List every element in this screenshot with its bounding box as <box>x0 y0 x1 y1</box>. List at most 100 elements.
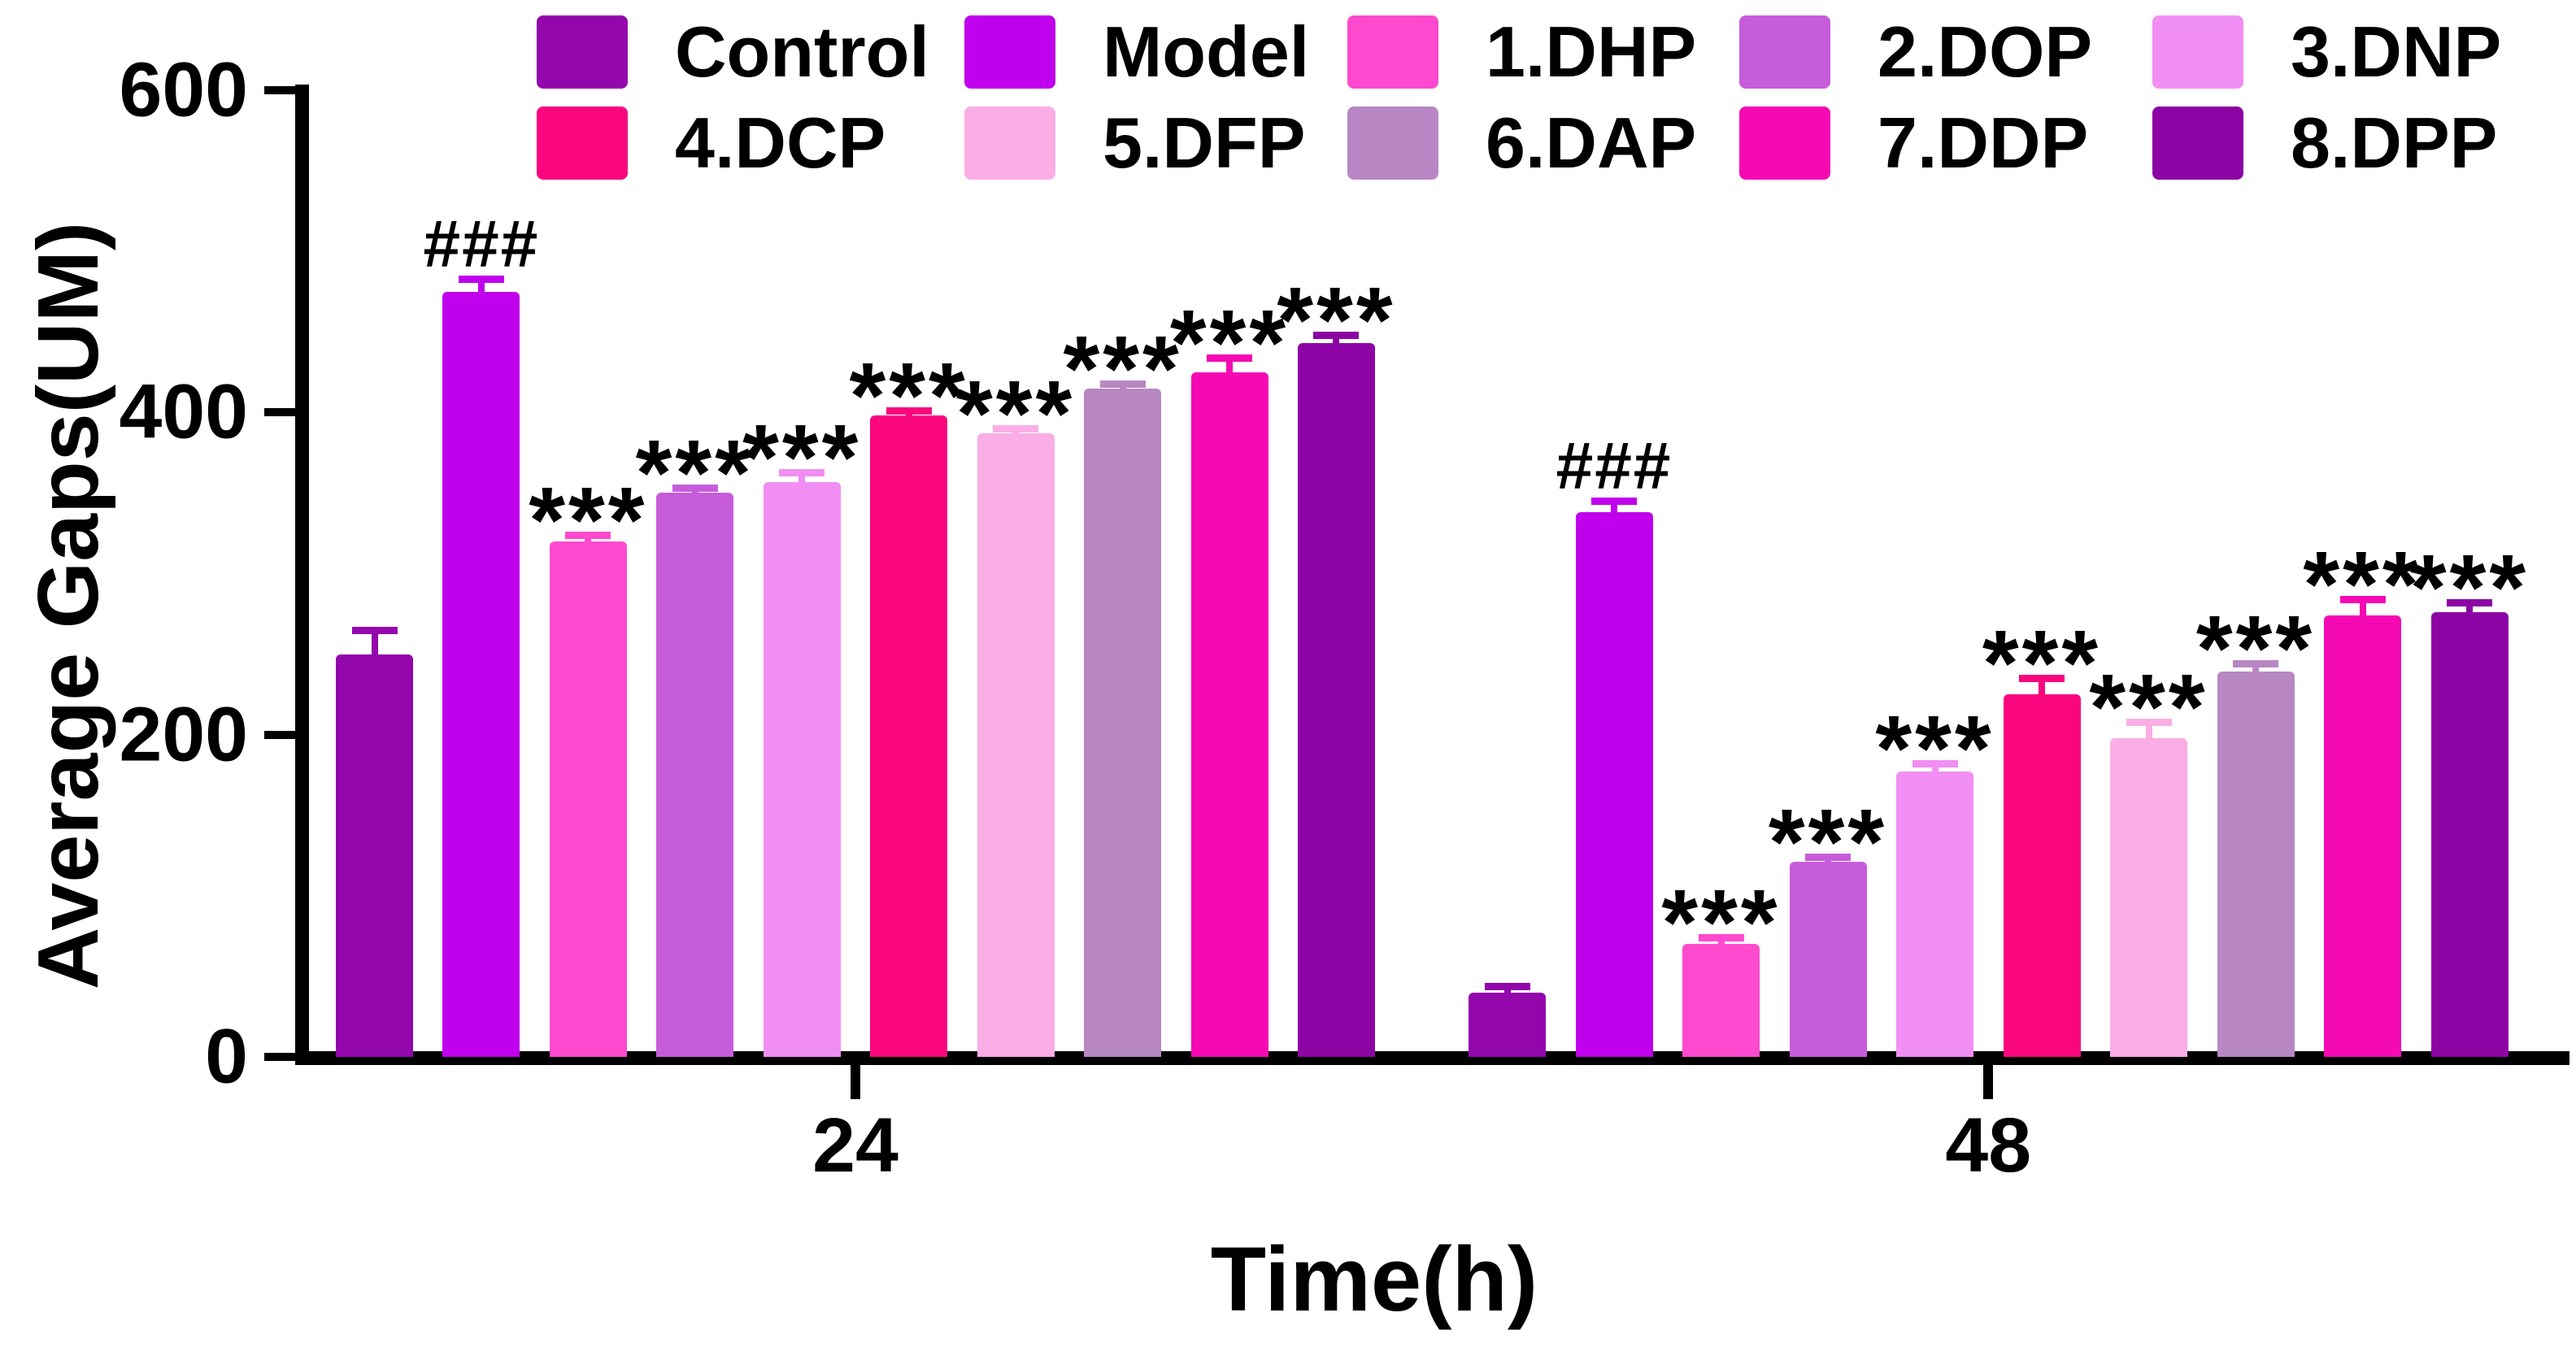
y-tick <box>264 730 295 739</box>
error-bar-cap <box>1698 934 1744 942</box>
bar-8.DPP-48 <box>2430 612 2509 1057</box>
legend-item-8.DPP: 8.DPP <box>2152 98 2559 189</box>
error-bar <box>477 278 485 295</box>
bar-6.DAP-24 <box>1084 388 1162 1057</box>
significance-annotation: ### <box>423 206 540 281</box>
y-tick <box>264 1053 295 1061</box>
legend-label: 5.DFP <box>1103 102 1306 183</box>
y-axis-title: Average Gaps(UM) <box>20 221 116 990</box>
error-bar-cap <box>1099 380 1146 388</box>
bar-3.DNP-48 <box>1896 772 1973 1057</box>
legend-swatch <box>1739 15 1830 89</box>
error-bar <box>2145 721 2152 741</box>
legend-label: 6.DAP <box>1486 102 1697 183</box>
bar-2.DOP-48 <box>1789 862 1867 1057</box>
x-tick-label-48: 48 <box>1945 1102 2032 1189</box>
bar-Control-48 <box>1469 992 1546 1057</box>
error-bar <box>1931 763 1939 776</box>
significance-annotation: *** <box>1169 291 1290 396</box>
y-tick-label: 0 <box>205 1013 248 1100</box>
significance-annotation: *** <box>955 362 1076 467</box>
error-bar <box>798 472 806 485</box>
y-axis-line <box>295 85 309 1064</box>
error-bar <box>1333 335 1340 347</box>
error-bar-cap <box>886 407 932 415</box>
legend-item-4.DCP: 4.DCP <box>537 98 964 189</box>
error-bar-cap <box>351 626 398 634</box>
x-axis-title: Time(h) <box>1210 1228 1538 1330</box>
significance-annotation: *** <box>1661 871 1781 976</box>
bar-6.DAP-48 <box>2217 672 2295 1057</box>
bar-8.DPP-24 <box>1297 343 1375 1057</box>
y-tick-label: 600 <box>119 46 248 133</box>
error-bar <box>1611 501 1617 516</box>
error-bar-cap <box>2447 599 2492 607</box>
error-bar <box>585 534 592 545</box>
error-bar-cap <box>993 425 1039 433</box>
significance-annotation: *** <box>635 421 755 526</box>
legend-swatch <box>964 107 1055 180</box>
significance-annotation: *** <box>2089 655 2208 760</box>
x-axis-line <box>295 1051 2569 1065</box>
error-bar-cap <box>2019 675 2065 683</box>
bar-Model-48 <box>1575 512 1653 1057</box>
significance-annotation: *** <box>849 344 968 449</box>
bar-Control-24 <box>336 654 413 1057</box>
x-tick-label-24: 24 <box>812 1102 899 1189</box>
legend-swatch <box>537 15 628 89</box>
y-tick-label: 400 <box>119 368 248 455</box>
legend-item-1.DHP: 1.DHP <box>1347 7 1739 98</box>
significance-annotation: ### <box>1556 428 1673 503</box>
bar-5.DFP-24 <box>977 433 1055 1057</box>
error-bar <box>2359 599 2366 619</box>
error-bar-cap <box>1591 498 1637 506</box>
legend-swatch <box>2152 15 2243 89</box>
legend-swatch <box>1347 107 1438 180</box>
significance-annotation: *** <box>1875 697 1995 802</box>
error-bar-cap <box>779 468 825 476</box>
error-bar-cap <box>2233 660 2278 668</box>
legend-label: Model <box>1103 11 1310 92</box>
significance-annotation: *** <box>1768 790 1888 895</box>
legend-label: 3.DNP <box>2291 11 2502 92</box>
y-tick <box>264 86 295 94</box>
legend-swatch <box>964 15 1055 89</box>
y-tick <box>264 408 295 417</box>
legend-item-3.DNP: 3.DNP <box>2152 7 2559 98</box>
significance-annotation: *** <box>529 468 648 573</box>
legend-label: 1.DHP <box>1486 11 1697 92</box>
significance-annotation: *** <box>2409 536 2530 641</box>
bar-4.DCP-24 <box>870 415 948 1057</box>
legend-swatch <box>1347 15 1438 89</box>
y-tick-label: 200 <box>119 691 248 778</box>
legend-item-2.DOP: 2.DOP <box>1739 7 2152 98</box>
significance-annotation: *** <box>2303 533 2422 637</box>
error-bar <box>2039 678 2045 698</box>
error-bar-cap <box>1912 760 1958 768</box>
bar-4.DCP-48 <box>2003 694 2081 1057</box>
error-bar-cap <box>672 485 718 493</box>
legend-swatch <box>1739 107 1830 180</box>
error-bar-cap <box>1207 354 1253 362</box>
bar-1.DHP-24 <box>549 541 627 1057</box>
error-bar-cap <box>565 531 611 539</box>
legend-item-Control: Control <box>537 7 964 98</box>
error-bar-cap <box>1313 332 1360 340</box>
bar-7.DDP-48 <box>2324 615 2401 1057</box>
legend-swatch <box>2152 107 2243 180</box>
bar-3.DNP-24 <box>763 481 841 1057</box>
chart-legend: Control Model 1.DHP 2.DOP 3.DNP 4.DCP 5.DFP 6.D… <box>537 7 2559 189</box>
significance-annotation: *** <box>1982 611 2102 716</box>
significance-annotation: *** <box>742 405 862 510</box>
error-bar-cap <box>1484 982 1530 990</box>
significance-annotation: *** <box>1277 268 1396 373</box>
error-bar <box>1717 937 1725 948</box>
legend-item-5.DFP: 5.DFP <box>964 98 1347 189</box>
error-bar <box>2466 602 2473 616</box>
legend-label: 4.DCP <box>675 102 886 183</box>
legend-item-Model: Model <box>964 7 1347 98</box>
x-tick <box>850 1065 860 1099</box>
error-bar <box>1226 357 1234 376</box>
x-tick <box>1983 1065 1994 1099</box>
error-bar-cap <box>2339 596 2386 604</box>
